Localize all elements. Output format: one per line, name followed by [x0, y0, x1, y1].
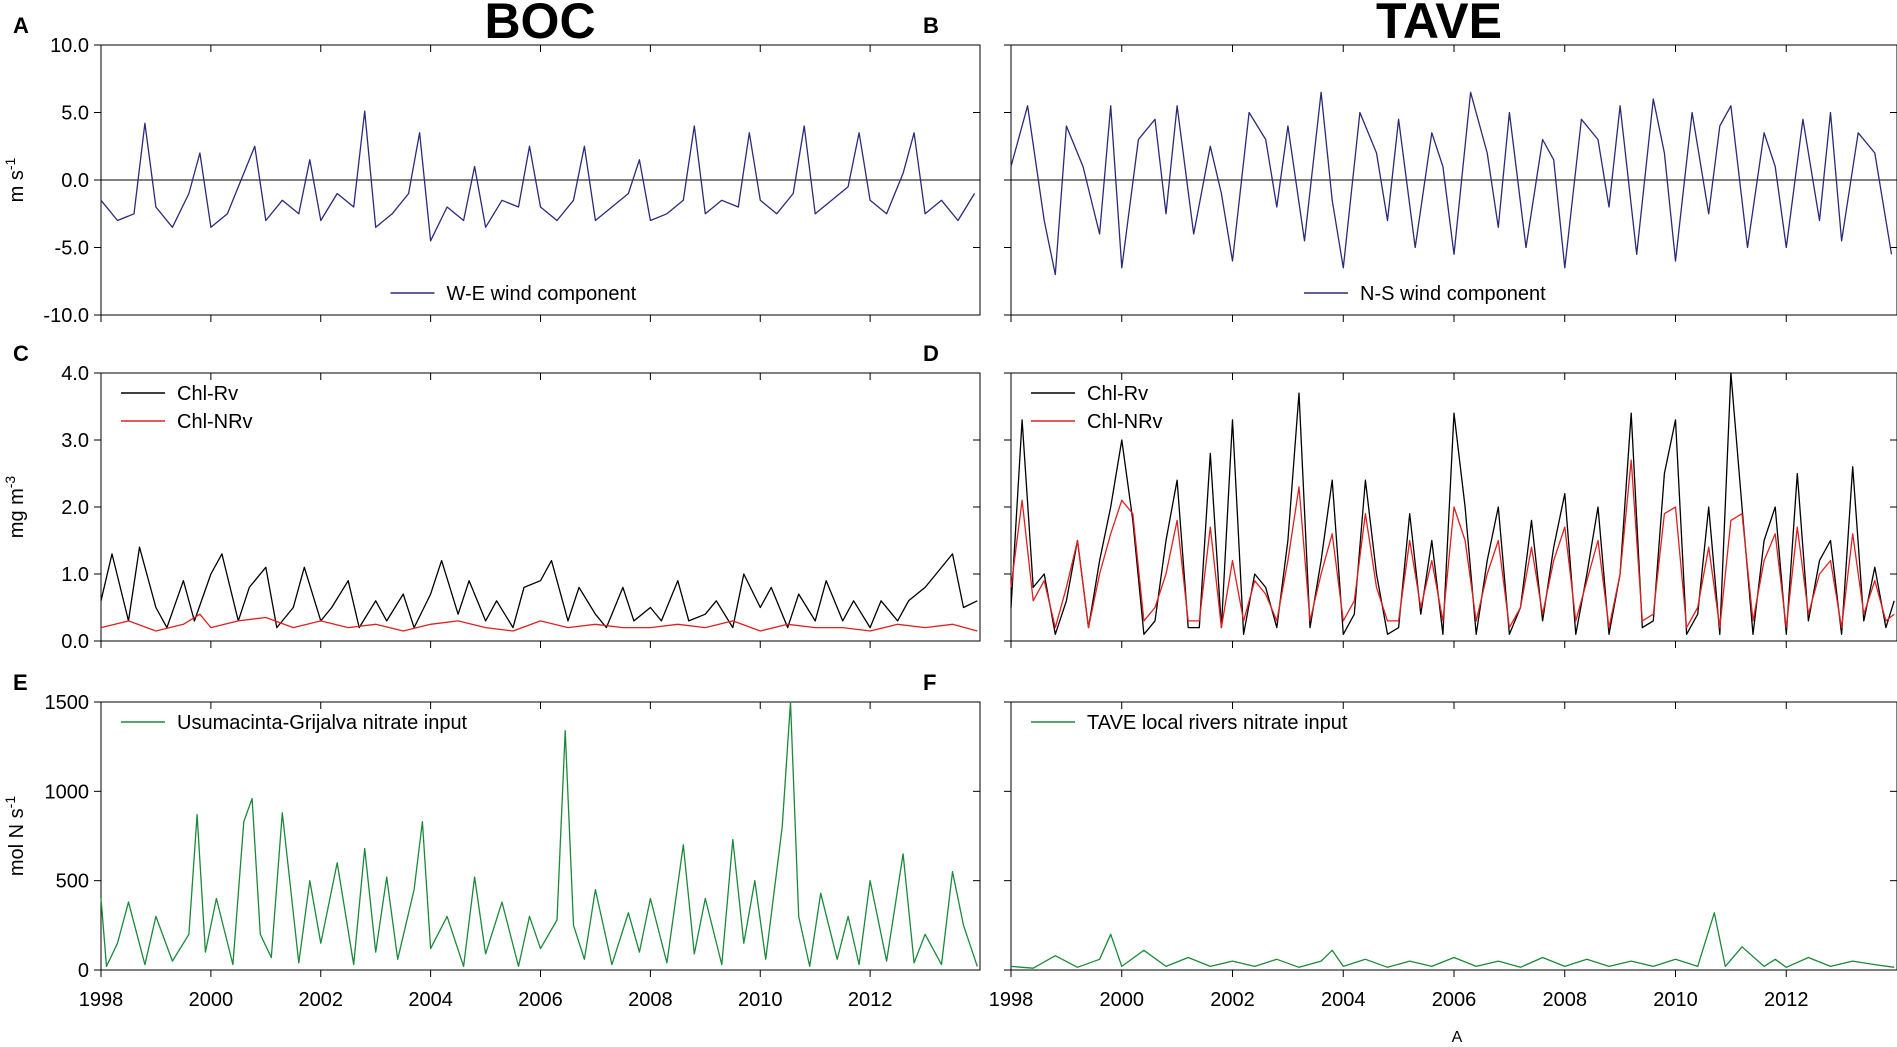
panel-letter-e: E	[13, 670, 28, 695]
panel-C: C 0.0 1.0 2.0 3.0 4.0 mg m-3 Chl-Rv Chl-NRv	[2, 341, 981, 653]
x-tick-label: 2010	[1653, 989, 1698, 1011]
plot-frame	[100, 701, 981, 971]
x-tick-label: 1998	[989, 989, 1034, 1011]
panel-letter-b: B	[923, 13, 939, 38]
y-tick-label: 0.0	[61, 631, 89, 653]
panel-letter-a: A	[13, 13, 29, 38]
y-tick-label: 500	[56, 871, 89, 893]
y-tick-label: -10.0	[43, 305, 89, 327]
x-tick-label: 2004	[408, 989, 453, 1011]
x-tick-label: 2008	[628, 989, 673, 1011]
y-tick-label: 5.0	[61, 103, 89, 125]
y-axis-label: mol N s-1	[2, 796, 28, 876]
panel-B: B N-S wind component	[923, 13, 1897, 322]
x-tick-label: 2002	[1210, 989, 1255, 1011]
series-line-chl-nrv	[100, 613, 978, 632]
panel-E: E 0 500 1000 1500 1998 2000 2002 2004 2006 2008 201…	[2, 670, 981, 1011]
y-tick-label: 1.0	[61, 564, 89, 586]
legend-label: Chl-Rv	[1087, 383, 1148, 405]
x-tick-label: 2006	[1432, 989, 1477, 1011]
panel-letter-c: C	[13, 341, 29, 366]
y-tick-label: 10.0	[50, 35, 89, 57]
panel-letter-f: F	[923, 670, 936, 695]
series-line-n-s-wind-component	[1010, 91, 1893, 276]
column-title-boc: BOC	[484, 0, 595, 49]
legend-label: W-E wind component	[447, 283, 637, 305]
series-line-chl-nrv	[1010, 459, 1895, 629]
y-tick-label: 3.0	[61, 430, 89, 452]
y-axis-label: m s-1	[2, 157, 28, 202]
x-tick-label: 2008	[1543, 989, 1588, 1011]
legend-label: Chl-NRv	[177, 411, 253, 433]
panel-letter-d: D	[923, 341, 939, 366]
y-tick-label: 0.0	[61, 170, 89, 192]
x-tick-label: 2000	[1100, 989, 1145, 1011]
legend-label: Chl-NRv	[1087, 411, 1163, 433]
x-tick-label: 1998	[79, 989, 124, 1011]
series-line-chl-rv	[100, 546, 978, 629]
panel-A: A -10.0 -5.0 0.0 5.0 10.0 m s-1 W-E wind compon…	[2, 13, 981, 327]
legend-label: Chl-Rv	[177, 383, 238, 405]
legend-label: TAVE local rivers nitrate input	[1087, 712, 1348, 734]
y-axis-label: mg m-3	[2, 476, 28, 539]
y-tick-label: -5.0	[55, 238, 89, 260]
series-line-usumacinta-grijalva-nitrate-input	[100, 701, 978, 968]
y-tick-label: 4.0	[61, 363, 89, 385]
x-tick-label: 2004	[1321, 989, 1366, 1011]
footer-letter: A	[1452, 1029, 1463, 1046]
x-tick-label: 2006	[518, 989, 563, 1011]
x-tick-label: 2012	[1764, 989, 1809, 1011]
x-tick-label: 2000	[189, 989, 234, 1011]
x-tick-label: 2010	[738, 989, 783, 1011]
column-title-tave: TAVE	[1376, 0, 1502, 49]
series-line-tave-local-rivers-nitrate-input	[1010, 912, 1895, 969]
y-tick-label: 1000	[45, 781, 90, 803]
legend-label: N-S wind component	[1360, 283, 1546, 305]
series-line-chl-rv	[1010, 372, 1895, 635]
y-tick-label: 0	[78, 960, 89, 982]
panel-F: F 1998 2000 2002 2004 2006 2008 2010 2012 TAVE lo…	[923, 670, 1897, 1011]
y-tick-label: 1500	[45, 692, 90, 714]
x-tick-label: 2002	[299, 989, 344, 1011]
legend-label: Usumacinta-Grijalva nitrate input	[177, 712, 468, 734]
y-tick-label: 2.0	[61, 497, 89, 519]
x-tick-label: 2012	[848, 989, 893, 1011]
series-line-w-e-wind-component	[100, 110, 976, 242]
plot-frame	[1010, 701, 1897, 971]
panel-D: D Chl-Rv Chl-NRv	[923, 341, 1897, 648]
